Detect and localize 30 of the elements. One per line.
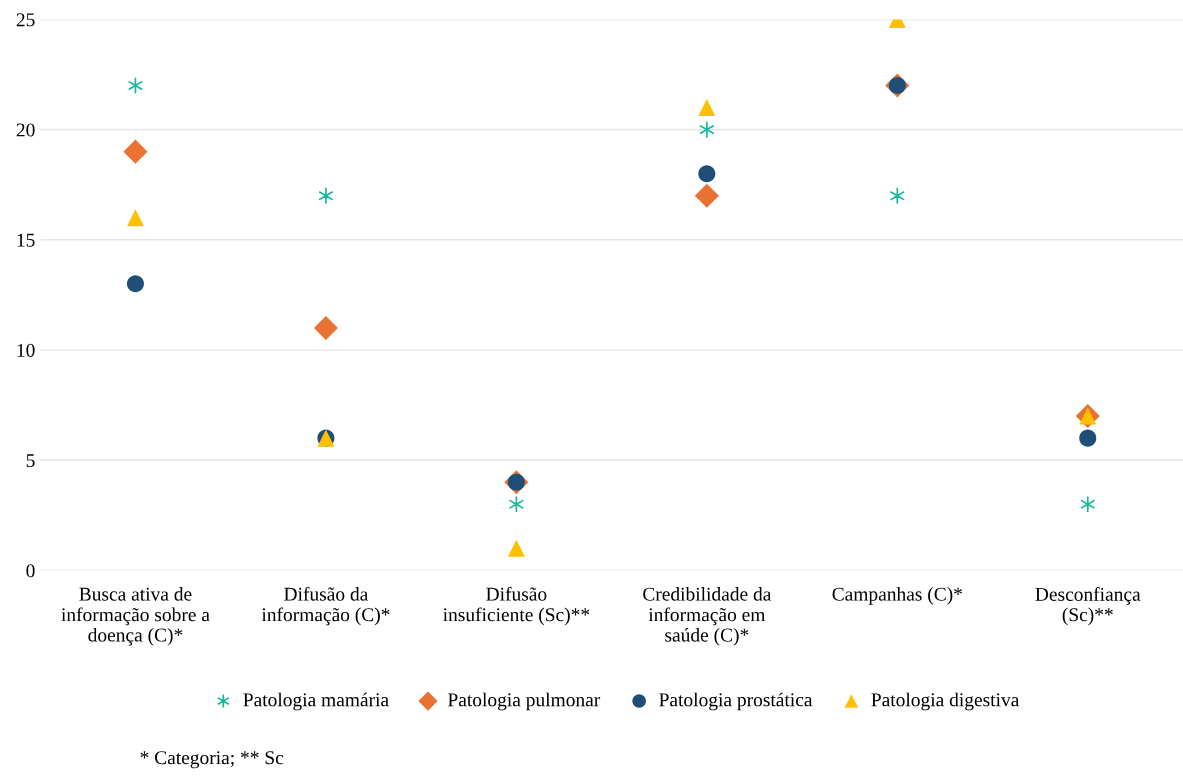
y-tick-label: 15: [17, 233, 35, 247]
y-tick-label: 5: [26, 454, 35, 468]
legend-label: Patologia pulmonar: [447, 692, 601, 711]
y-tick-label: 25: [16, 13, 35, 27]
legend-label: Patologia prostática: [659, 692, 813, 711]
point: [126, 209, 144, 227]
point: [126, 275, 144, 293]
point: [699, 121, 714, 138]
y-tick-label: 10: [17, 343, 35, 357]
point: [1079, 429, 1097, 447]
point: [318, 187, 334, 204]
point: [698, 99, 716, 117]
point: [890, 187, 905, 204]
x-tick-label: Difusão da informação (C)*: [261, 586, 390, 626]
x-tick-label: Credibilidade da informação em saúde (C)*: [643, 587, 772, 646]
legend-label: Patologia mamária: [243, 692, 389, 711]
x-tick-label: Campanhas (C)*: [832, 587, 962, 605]
point: [313, 315, 338, 340]
text: * Categoria; ** Sc: [140, 751, 284, 769]
legend-label: Patologia digestiva: [871, 692, 1020, 711]
y-tick-label: 0: [26, 564, 35, 578]
point: [694, 183, 719, 208]
point: [123, 139, 148, 164]
x-tick-label: Busca ativa de informação sobre a doença (C)*: [61, 587, 210, 646]
y-tick-label: 20: [16, 123, 35, 137]
point: [1080, 496, 1095, 513]
x-tick-label: Desconfiança (Sc)**: [1035, 587, 1141, 626]
point: [698, 165, 716, 183]
x-tick-label: Difusão insuficiente (Sc)**: [443, 586, 590, 626]
point: [507, 539, 525, 557]
